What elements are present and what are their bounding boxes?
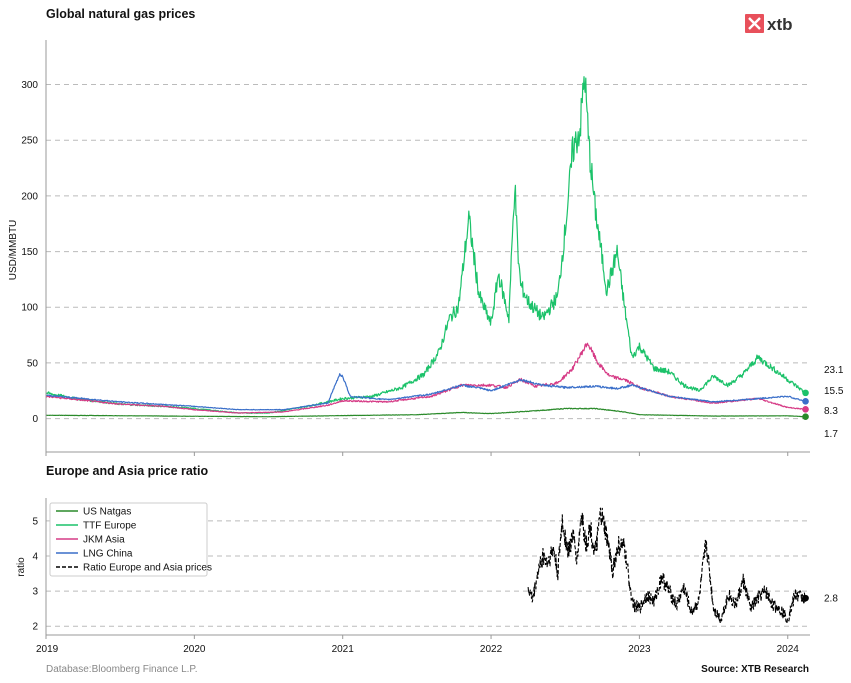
- top-chart-series: [45, 76, 806, 418]
- x-tick-label: 2021: [332, 644, 355, 655]
- x-tick-label: 2023: [628, 644, 651, 655]
- bottom-y-tick-label: 2: [32, 622, 38, 633]
- x-tick-label: 2019: [36, 644, 59, 655]
- legend-label-ttf: TTF Europe: [83, 521, 137, 532]
- bottom-y-tick-label: 4: [32, 551, 38, 562]
- x-tick-label: 2024: [777, 644, 800, 655]
- xtb-logo-text: xtb: [767, 15, 793, 34]
- end-value-label: 8.3: [824, 406, 838, 417]
- top-y-tick-label: 300: [21, 80, 38, 91]
- bottom-chart-end-dot: [802, 594, 809, 602]
- bottom-chart-title: Europe and Asia price ratio: [46, 464, 208, 478]
- end-dot-lng: [802, 398, 809, 405]
- bottom-y-tick-label: 3: [32, 587, 38, 598]
- series-line-ratio: [527, 507, 807, 624]
- top-y-tick-label: 50: [27, 358, 39, 369]
- xtb-logo-cross-icon: [748, 17, 761, 30]
- legend-label-lng: LNG China: [83, 549, 133, 560]
- end-value-label: 23.1: [824, 365, 844, 376]
- xtb-logo: xtb: [745, 14, 793, 34]
- top-y-tick-label: 0: [32, 414, 38, 425]
- top-chart-gridlines: [46, 84, 810, 420]
- top-y-tick-label: 150: [21, 247, 38, 258]
- series-line-jkm: [45, 342, 806, 414]
- footer-source: Source: XTB Research: [701, 664, 809, 675]
- legend-box: [49, 502, 208, 577]
- top-chart-title: Global natural gas prices: [46, 7, 195, 21]
- top-chart-end-labels: 23.1 15.5 8.3 1.7: [824, 365, 844, 440]
- top-chart-ylabel: USD/MMBTU: [8, 220, 19, 281]
- end-dot-jkm: [802, 406, 809, 413]
- ratio-end-label: 2.8: [824, 594, 838, 605]
- end-dot-us: [802, 413, 809, 421]
- end-dot-ratio: [802, 594, 809, 602]
- bottom-chart-y-ticks: 2 3 4 5: [32, 516, 38, 632]
- series-line-lng: [45, 373, 806, 411]
- bottom-chart-ylabel: ratio: [16, 557, 27, 577]
- top-y-tick-label: 250: [21, 136, 38, 147]
- end-dot-ttf: [802, 389, 809, 397]
- legend-label-ratio: Ratio Europe and Asia prices: [83, 563, 212, 574]
- end-value-label: 15.5: [824, 386, 844, 397]
- legend-label-us: US Natgas: [83, 507, 131, 518]
- x-tick-label: 2020: [183, 644, 206, 655]
- bottom-chart-series: [527, 507, 807, 624]
- end-value-label: 1.7: [824, 429, 838, 440]
- top-chart-y-ticks: 0 50 100 150 200 250 300: [21, 80, 38, 425]
- top-y-tick-label: 200: [21, 191, 38, 202]
- bottom-y-tick-label: 5: [32, 516, 38, 527]
- top-y-tick-label: 100: [21, 303, 38, 314]
- bottom-chart-x-ticks: 2019 2020 2021 2022 2023 2024: [36, 635, 799, 655]
- legend: US Natgas TTF Europe JKM Asia LNG China Rati…: [49, 502, 212, 577]
- top-chart-end-dots: [802, 389, 809, 421]
- top-chart-x-tick-marks: [45, 452, 789, 456]
- series-line-us: [45, 407, 806, 418]
- x-tick-label: 2022: [480, 644, 503, 655]
- legend-label-jkm: JKM Asia: [83, 535, 125, 546]
- footer-source-database: Database:Bloomberg Finance L.P.: [46, 664, 198, 675]
